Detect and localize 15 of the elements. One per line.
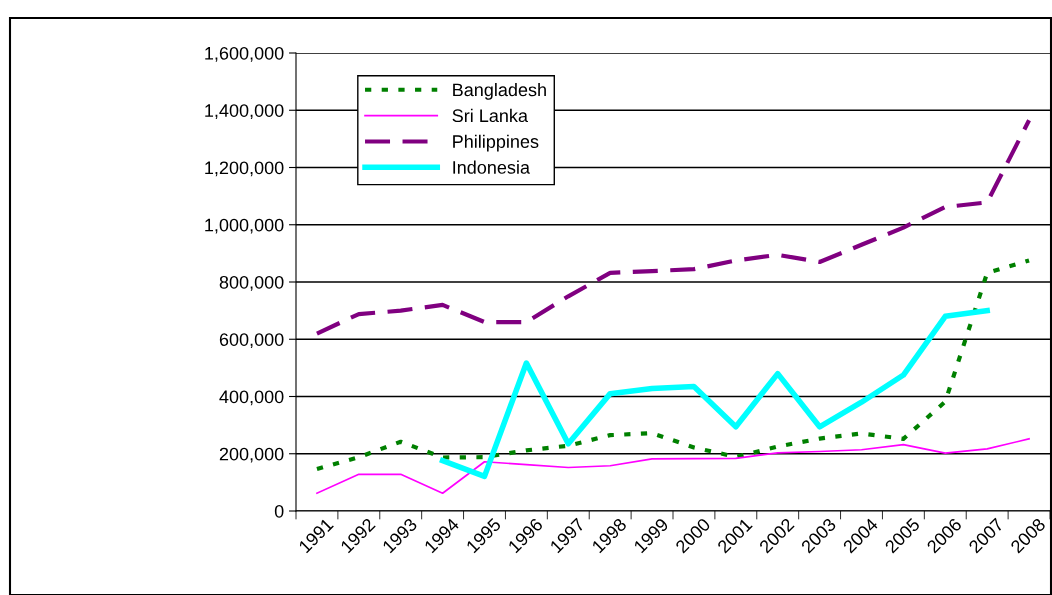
y-tick-label: 800,000 [219,275,284,291]
legend-label: Indonesia [453,160,530,174]
y-tick-label: 200,000 [219,447,284,463]
legend-label: Bangladesh [453,82,546,100]
legend-label: Sri Lanka [452,108,528,123]
legend-label: Philippines [453,134,539,152]
y-tick-label: 1,400,000 [205,104,284,120]
y-tick-label: 1,200,000 [205,161,284,177]
line-series [314,258,1032,472]
y-tick-label: 400,000 [219,390,284,406]
y-tick-label: 600,000 [219,333,284,349]
line-series [316,438,1030,495]
y-tick-label: 0 [274,504,284,518]
y-tick-label: 1,600,000 [205,46,284,62]
y-tick-label: 1,000,000 [205,218,284,234]
